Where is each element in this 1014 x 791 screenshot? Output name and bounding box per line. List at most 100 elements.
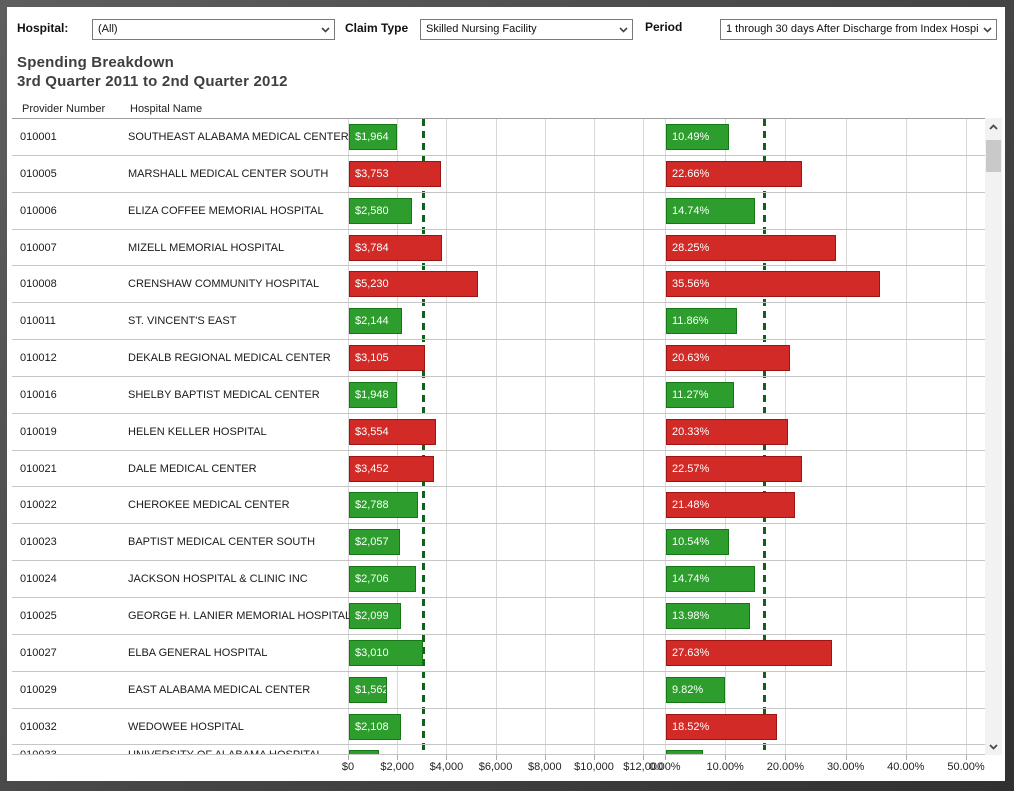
table-row: 010019 HELEN KELLER HOSPITAL $3,554 20.3…: [12, 414, 985, 451]
provider-cell: 010023: [20, 536, 57, 549]
percent-bar-label: 14.74%: [672, 573, 710, 586]
spend-bar[interactable]: $2,057: [349, 529, 400, 556]
percent-bar[interactable]: 20.63%: [666, 345, 791, 372]
provider-cell: 010005: [20, 167, 57, 180]
percent-bar[interactable]: [666, 750, 703, 754]
percent-axis-tick-label: 20.00%: [766, 761, 805, 773]
percent-bar[interactable]: 28.25%: [666, 234, 837, 261]
spend-bar-label: $3,010: [355, 646, 389, 659]
percent-bar[interactable]: 21.48%: [666, 492, 796, 519]
table-row: 010016 SHELBY BAPTIST MEDICAL CENTER $1,…: [12, 377, 985, 414]
spend-bar[interactable]: $2,108: [349, 713, 401, 740]
vertical-scrollbar[interactable]: [985, 118, 1002, 755]
spend-bar-label: $2,108: [355, 720, 389, 733]
report-title: Spending Breakdown 3rd Quarter 2011 to 2…: [17, 53, 288, 91]
percent-bar[interactable]: 13.98%: [666, 602, 751, 629]
period-select[interactable]: 1 through 30 days After Discharge from I…: [720, 19, 997, 40]
table-row: 010027 ELBA GENERAL HOSPITAL $3,010 27.6…: [12, 635, 985, 672]
claim-type-select[interactable]: Skilled Nursing Facility: [420, 19, 633, 40]
spend-bar[interactable]: $2,706: [349, 566, 416, 593]
percent-bar[interactable]: 20.33%: [666, 418, 789, 445]
spend-bar[interactable]: $3,753: [349, 160, 442, 187]
percent-bar-label: 10.54%: [672, 536, 710, 549]
percent-bar[interactable]: 10.54%: [666, 529, 730, 556]
spend-bar[interactable]: $3,784: [349, 234, 443, 261]
percent-bar-label: 22.66%: [672, 167, 710, 180]
scrollbar-thumb[interactable]: [986, 140, 1001, 172]
percent-bar[interactable]: 35.56%: [666, 271, 881, 298]
dollar-axis-tick-label: $4,000: [429, 761, 464, 773]
spend-bar[interactable]: [349, 750, 379, 754]
table-row: 010033 UNIVERSITY OF ALABAMA HOSPITAL: [12, 745, 985, 754]
percent-bar[interactable]: 22.57%: [666, 455, 802, 482]
spend-bar[interactable]: $3,554: [349, 418, 437, 445]
provider-cell: 010019: [20, 425, 57, 438]
dollar-axis-tick-label: $8,000: [527, 761, 562, 773]
table-row: 010022 CHEROKEE MEDICAL CENTER $2,788 21…: [12, 487, 985, 525]
percent-bar-label: 11.27%: [672, 388, 709, 401]
provider-cell: 010011: [20, 315, 56, 328]
axis-row: $0 $2,000 $4,000 $6,000 $8,000 $10,000 $12,000…: [12, 755, 985, 781]
period-filter-label: Period: [645, 20, 683, 34]
percent-bar-label: 28.25%: [672, 241, 710, 254]
hospital-name-cell: CHEROKEE MEDICAL CENTER: [128, 499, 290, 512]
hospital-name-cell: JACKSON HOSPITAL & CLINIC INC: [128, 573, 308, 586]
percent-bar[interactable]: 9.82%: [666, 676, 726, 703]
percent-bar[interactable]: 22.66%: [666, 160, 803, 187]
dollar-axis-tick-mark: [446, 755, 448, 760]
percent-bar[interactable]: 27.63%: [666, 639, 833, 666]
spend-bar[interactable]: $5,230: [349, 271, 478, 298]
spend-bar[interactable]: $2,144: [349, 308, 402, 335]
hospital-name-cell: MARSHALL MEDICAL CENTER SOUTH: [128, 167, 329, 180]
report-title-line2: 3rd Quarter 2011 to 2nd Quarter 2012: [17, 73, 288, 90]
percent-bar[interactable]: 18.52%: [666, 713, 778, 740]
spend-bar[interactable]: $1,964: [349, 124, 398, 150]
spend-bar-label: $2,580: [355, 204, 389, 217]
spend-bar[interactable]: $3,105: [349, 345, 426, 372]
percent-bar-label: 9.82%: [672, 683, 704, 696]
spend-bar[interactable]: $1,948: [349, 381, 397, 408]
spend-bar[interactable]: $2,788: [349, 492, 418, 519]
hospital-name-cell: SHELBY BAPTIST MEDICAL CENTER: [128, 388, 320, 401]
spend-bar[interactable]: $3,452: [349, 455, 434, 482]
percent-bar[interactable]: 11.27%: [666, 381, 734, 408]
spend-bar[interactable]: $3,010: [349, 639, 424, 666]
spend-bar[interactable]: $2,099: [349, 602, 401, 629]
provider-cell: 010032: [20, 720, 57, 733]
spend-bar[interactable]: $2,580: [349, 197, 413, 224]
table-row: 010021 DALE MEDICAL CENTER $3,452 22.57%: [12, 451, 985, 488]
results-table: 010001 SOUTHEAST ALABAMA MEDICAL CENTER …: [12, 118, 985, 755]
chevron-up-icon: [989, 123, 998, 130]
hospital-select[interactable]: (All): [92, 19, 335, 40]
hospital-select-value: (All): [98, 23, 118, 35]
percent-axis-tick-mark: [966, 755, 967, 760]
report-title-line1: Spending Breakdown: [17, 54, 174, 71]
percent-bar[interactable]: 14.74%: [666, 566, 755, 593]
hospital-name-cell: EAST ALABAMA MEDICAL CENTER: [128, 683, 311, 696]
percent-axis-tick-mark: [785, 755, 787, 760]
percent-gridline: [905, 119, 907, 754]
dollar-axis-tick-mark: [594, 755, 595, 760]
spend-bar-label: $1,948: [355, 388, 389, 401]
table-row: 010029 EAST ALABAMA MEDICAL CENTER $1,56…: [12, 672, 985, 709]
provider-cell: 010006: [20, 204, 57, 217]
percent-bar[interactable]: 11.86%: [666, 308, 738, 335]
percent-bar[interactable]: 10.49%: [666, 124, 730, 150]
hospital-name-cell: DALE MEDICAL CENTER: [128, 462, 257, 475]
dollar-axis-tick-mark: [348, 755, 349, 760]
percent-gridline: [845, 119, 847, 754]
spend-bar[interactable]: $1,562: [349, 676, 388, 703]
scroll-down-button[interactable]: [985, 738, 1002, 755]
spend-bar-label: $1,964: [355, 131, 389, 143]
scroll-up-button[interactable]: [985, 118, 1002, 135]
table-row: 010007 MIZELL MEMORIAL HOSPITAL $3,784 2…: [12, 230, 985, 267]
chevron-down-icon: [983, 27, 992, 33]
table-row: 010006 ELIZA COFFEE MEMORIAL HOSPITAL $2…: [12, 193, 985, 230]
spend-bar-label: $1,562: [355, 683, 388, 696]
hospital-filter-label: Hospital:: [17, 21, 69, 35]
provider-cell: 010016: [20, 388, 57, 401]
percent-axis-tick-mark: [725, 755, 727, 760]
provider-cell: 010021: [20, 462, 57, 475]
percent-bar[interactable]: 14.74%: [666, 197, 755, 224]
dollar-axis-tick-label: $0: [341, 761, 355, 773]
